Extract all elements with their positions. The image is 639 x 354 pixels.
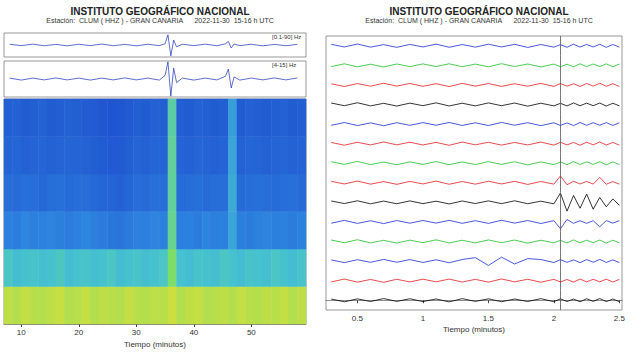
svg-text:50: 50 [247, 328, 256, 337]
svg-text:10: 10 [17, 328, 26, 337]
svg-text:40: 40 [189, 328, 198, 337]
svg-text:Estación: CLUM ( HHZ ) - GRAN: Estación: CLUM ( HHZ ) - GRAN CANARIA 20… [46, 17, 273, 25]
svg-text:Estación: CLUM ( HHZ ) - GRAN: Estación: CLUM ( HHZ ) - GRAN CANARIA 20… [365, 17, 592, 25]
svg-text:20: 20 [74, 328, 83, 337]
svg-text:2: 2 [552, 314, 557, 323]
svg-text:[0.1-90] Hz: [0.1-90] Hz [272, 34, 301, 40]
svg-text:Tiempo (minutos): Tiempo (minutos) [443, 325, 505, 334]
svg-text:1: 1 [421, 314, 426, 323]
svg-text:Tiempo (minutos): Tiempo (minutos) [124, 340, 186, 349]
svg-text:1.5: 1.5 [483, 314, 495, 323]
svg-text:INSTITUTO GEOGRÁFICO NACIONAL: INSTITUTO GEOGRÁFICO NACIONAL [70, 5, 249, 17]
svg-text:[4-15] Hz: [4-15] Hz [272, 62, 296, 68]
svg-text:0.5: 0.5 [352, 314, 364, 323]
svg-text:30: 30 [132, 328, 141, 337]
svg-text:2.5: 2.5 [614, 314, 626, 323]
svg-text:INSTITUTO GEOGRÁFICO NACIONAL: INSTITUTO GEOGRÁFICO NACIONAL [389, 5, 568, 17]
